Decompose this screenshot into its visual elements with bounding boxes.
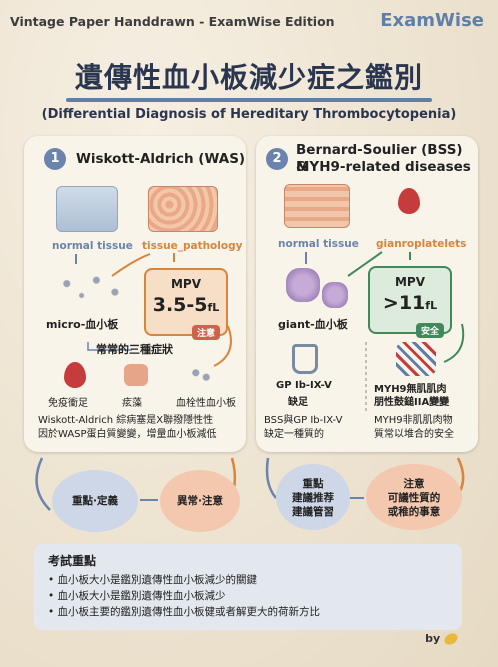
exam-heading: 考試重點	[48, 554, 97, 568]
mpv-box: MPV >11fL 安全	[368, 266, 452, 338]
eczema-icon	[124, 364, 148, 386]
exam-item-text: 血小板大小是鑑別遺傳性血小板減少	[57, 590, 226, 602]
banana-icon	[442, 631, 460, 647]
myh9-label-line-2: 朋性鼓鎚IIA變變	[374, 397, 450, 408]
was-card: 1 Wiskott-Aldrich (WAS) normal tissue ti…	[24, 136, 246, 452]
normal-tissue-label: normal tissue	[52, 240, 133, 252]
key-definition-bubble: 重點·定義	[52, 470, 138, 532]
exam-item-text: 血小板主要的鑑別遺傳性血小板健或者解更大的荷新方比	[57, 606, 321, 618]
mpv-value-line: >11fL	[370, 292, 450, 314]
platelets-icon	[188, 364, 214, 386]
mpv-unit: fL	[425, 299, 438, 312]
mpv-value-line: 3.5-5fL	[146, 294, 226, 316]
byline-text: by	[425, 632, 441, 645]
exam-item: • 血小板主要的鑑別遺傳性血小板健或者解更大的荷新方比	[48, 606, 321, 618]
mpv-value: 3.5-5	[152, 294, 208, 316]
description-line-2: 因於WASP蛋白質變變，增量血小板減低	[38, 429, 217, 440]
giant-platelet-icon	[286, 268, 320, 302]
micro-platelets-icon	[52, 270, 126, 304]
card-title-line-1: Bernard-Soulier (BSS) &	[296, 142, 463, 175]
brand-logo[interactable]: ExamWise	[380, 10, 484, 31]
caution-bubble: 注意 可議性質的 或稚的事意	[366, 464, 462, 530]
page-subtitle: (Differential Diagnosis of Hereditary Th…	[41, 107, 457, 122]
blood-drop-icon	[398, 188, 420, 214]
bubble-line-1: 注意	[403, 478, 425, 490]
blood-drop-icon	[64, 362, 86, 388]
normal-tissue-image	[284, 184, 350, 228]
exam-item: • 血小板大小是鑑別遺傳性血小板減少的關鍵	[48, 574, 258, 586]
card-number: 2	[266, 148, 288, 170]
curve-arrow-icon	[443, 323, 465, 363]
safe-badge: 安全	[415, 323, 444, 338]
byline: by	[425, 631, 460, 647]
gp-desc-line-1: BSS與GP Ib-IX-V	[264, 415, 343, 426]
abnormal-caution-bubble: 異常·注意	[160, 470, 240, 532]
top-bar: Vintage Paper Handdrawn - ExamWise Editi…	[0, 0, 498, 46]
bubble-line-2: 可議性質的	[387, 492, 441, 504]
dna-icon	[396, 342, 436, 376]
card-number: 1	[44, 148, 66, 170]
triad-label: 常常的三種症狀	[96, 343, 173, 356]
bubble-line-3: 或稚的事意	[387, 506, 441, 518]
giant-platelets-label: gianroplatelets	[376, 238, 467, 250]
mpv-unit: fL	[207, 301, 220, 314]
symptom-2: 痃藻	[122, 398, 142, 409]
card-title: Wiskott-Aldrich (WAS)	[76, 151, 246, 167]
exam-item-text: 血小板大小是鑑別遺傳性血小板減少的關鍵	[57, 574, 258, 586]
symptom-1: 免疫衝足	[48, 398, 88, 409]
exam-item: • 血小板大小是鑑別遺傳性血小板減少	[48, 590, 226, 602]
bubble-line-1: 重點	[302, 478, 324, 490]
curve-arrow-icon	[35, 457, 51, 511]
gp-label-line-1: GP Ib-IX-V	[276, 380, 332, 391]
bubble-line-3: 建議管習	[292, 506, 334, 518]
mpv-value: >11	[382, 292, 426, 314]
myh9-desc-line-2: 質常以堆合的安全	[374, 429, 454, 440]
myh9-desc-line-1: MYH9非肌肌肉物	[374, 415, 453, 426]
normal-tissue-label: normal tissue	[278, 238, 359, 250]
bss-myh9-card: 2 Bernard-Soulier (BSS) & MYH9-related d…	[256, 136, 478, 452]
page-title: 遺傳性血小板減少症之鑑別	[74, 61, 423, 94]
mpv-label: MPV	[394, 275, 426, 289]
right-card-arrows	[305, 251, 465, 412]
tissue-pathology-label: tissue_pathology	[142, 240, 243, 252]
mpv-box: MPV 3.5-5fL 注意	[144, 268, 228, 340]
giant-platelet-icon	[322, 282, 348, 308]
bracket-icon	[87, 342, 132, 351]
exam-points-panel: 考試重點 • 血小板大小是鑑別遺傳性血小板減少的關鍵 • 血小板大小是鑑別遺傳性…	[34, 544, 462, 630]
normal-tissue-image	[56, 186, 118, 232]
edition-label: Vintage Paper Handdrawn - ExamWise Editi…	[10, 14, 335, 29]
platelet-label: micro-血小板	[46, 318, 119, 331]
myh9-label-line-1: MYH9無肌肌肉	[374, 384, 447, 395]
title-underline	[66, 98, 432, 102]
mpv-label: MPV	[170, 277, 202, 291]
bubble-line-2: 建議推荐	[292, 492, 334, 504]
microscope-icon	[292, 344, 318, 374]
card-title-line-2: MYH9-related diseases	[296, 159, 471, 175]
symptom-3: 血栓性血小板	[176, 398, 236, 409]
curve-arrow-icon	[265, 457, 277, 499]
gp-label-line-2: 缺足	[288, 397, 308, 408]
recommendation-bubble: 重點 建議推荐 建議管習	[276, 464, 350, 530]
caution-badge: 注意	[191, 325, 220, 340]
curve-arrow-icon	[213, 325, 232, 367]
gp-desc-line-2: 缺定一種質的	[264, 429, 324, 440]
platelet-label: giant-血小板	[278, 318, 348, 331]
description-line-1: Wiskott-Aldrich 綜病塞是X聯撥隱性性	[38, 415, 214, 426]
up-arrow-icon	[347, 251, 383, 277]
tissue-pathology-image	[148, 186, 218, 232]
